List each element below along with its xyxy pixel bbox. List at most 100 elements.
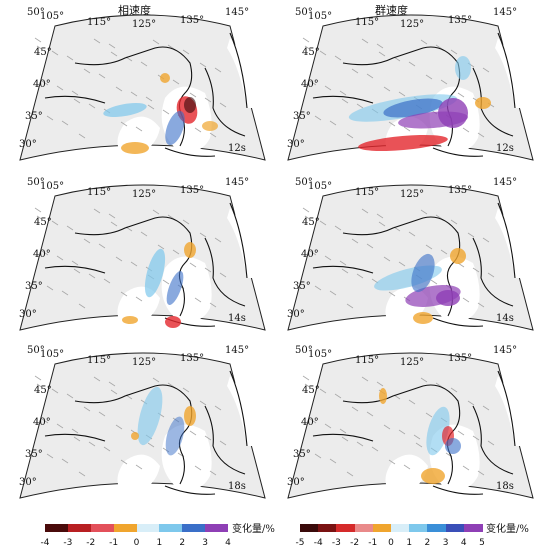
colorbar-segment — [45, 524, 68, 532]
terrain-relief — [172, 249, 180, 255]
latitude-label: 40° — [301, 79, 319, 90]
terrain-relief — [329, 290, 337, 296]
terrain-relief — [324, 255, 332, 261]
latitude-label: 45° — [34, 217, 52, 228]
sea-area — [385, 376, 528, 496]
terrain-relief — [356, 103, 364, 109]
latitude-label: 45° — [302, 217, 320, 228]
terrain-relief — [34, 207, 42, 213]
terrain-relief — [135, 126, 143, 132]
terrain-relief — [302, 207, 310, 213]
longitude-label: 135° — [448, 185, 473, 196]
terrain-relief — [435, 44, 443, 50]
map-canvas — [19, 184, 266, 331]
velocity-anomaly — [455, 56, 471, 80]
latitude-label: 40° — [33, 417, 51, 428]
terrain-relief — [450, 387, 458, 393]
velocity-anomaly — [122, 316, 138, 324]
colorbar-segment — [67, 524, 91, 532]
terrain-relief — [209, 302, 217, 308]
terrain-relief — [115, 424, 123, 430]
coastline — [44, 32, 248, 157]
longitude-label: 135° — [448, 15, 473, 26]
colorbar-tick: 5 — [479, 538, 485, 548]
terrain-relief — [351, 406, 359, 412]
terrain-relief — [356, 273, 364, 279]
latitude-label: 30° — [287, 477, 305, 488]
velocity-anomaly — [475, 97, 491, 109]
terrain-relief — [376, 43, 384, 49]
terrain-relief — [152, 39, 160, 45]
longitude-label: 115° — [87, 355, 112, 366]
terrain-relief — [66, 225, 74, 231]
velocity-anomaly — [184, 406, 196, 426]
latitude-label: 50° — [295, 177, 313, 188]
terrain-relief — [78, 471, 86, 477]
terrain-relief — [73, 436, 81, 442]
terrain-relief — [482, 67, 490, 73]
terrain-relief — [135, 464, 143, 470]
terrain-relief — [98, 411, 106, 417]
longitude-label: 105° — [40, 11, 65, 22]
terrain-relief — [462, 297, 470, 303]
velocity-anomaly — [413, 312, 433, 324]
period-label: 18s — [228, 481, 246, 492]
terrain-relief — [361, 376, 369, 382]
terrain-relief — [182, 219, 190, 225]
terrain-relief — [41, 80, 49, 86]
terrain-relief — [378, 51, 386, 57]
longitude-label: 145° — [225, 7, 250, 18]
terrain-relief — [383, 86, 391, 92]
velocity-anomaly — [411, 253, 435, 293]
longitude-label: 125° — [132, 19, 157, 30]
terrain-relief — [36, 215, 44, 221]
velocity-anomaly — [379, 388, 387, 404]
terrain-relief — [46, 453, 54, 459]
terrain-relief — [51, 50, 59, 56]
colorbar-tick: 1 — [406, 538, 413, 548]
velocity-anomaly — [131, 432, 139, 440]
terrain-relief — [51, 388, 59, 394]
terrain-relief — [108, 43, 116, 49]
velocity-anomaly — [165, 416, 185, 456]
period-label: 18s — [496, 481, 514, 492]
map-canvas — [287, 352, 534, 499]
map-canvas — [19, 352, 266, 499]
colorbar-segment — [445, 524, 465, 532]
terrain-relief — [71, 260, 79, 266]
terrain-relief — [339, 428, 347, 434]
latitude-label: 40° — [301, 249, 319, 260]
velocity-anomaly — [358, 134, 448, 152]
terrain-relief — [482, 405, 490, 411]
sea-area — [117, 208, 260, 328]
terrain-relief — [189, 92, 197, 98]
latitude-label: 30° — [287, 139, 305, 150]
terrain-relief — [83, 406, 91, 412]
terrain-relief — [88, 103, 96, 109]
terrain-relief — [115, 86, 123, 92]
colorbar-tick: -1 — [368, 538, 378, 548]
terrain-relief — [219, 272, 227, 278]
terrain-relief — [152, 377, 160, 383]
longitude-label: 135° — [180, 353, 205, 364]
colorbar-tick: -3 — [63, 538, 73, 548]
terrain-relief — [420, 377, 428, 383]
terrain-relief — [172, 79, 180, 85]
terrain-relief — [103, 278, 111, 284]
terrain-relief — [403, 464, 411, 470]
latitude-label: 35° — [293, 449, 311, 460]
terrain-relief — [408, 399, 416, 405]
terrain-relief — [304, 383, 312, 389]
terrain-relief — [88, 441, 96, 447]
sea-area — [117, 376, 260, 496]
latitude-label: 45° — [34, 47, 52, 58]
terrain-relief — [302, 375, 310, 381]
terrain-relief — [93, 376, 101, 382]
longitude-label: 105° — [308, 181, 333, 192]
period-label: 14s — [228, 313, 246, 324]
longitude-label: 145° — [493, 7, 518, 18]
terrain-relief — [341, 268, 349, 274]
terrain-relief — [189, 262, 197, 268]
terrain-relief — [467, 400, 475, 406]
terrain-relief — [314, 453, 322, 459]
